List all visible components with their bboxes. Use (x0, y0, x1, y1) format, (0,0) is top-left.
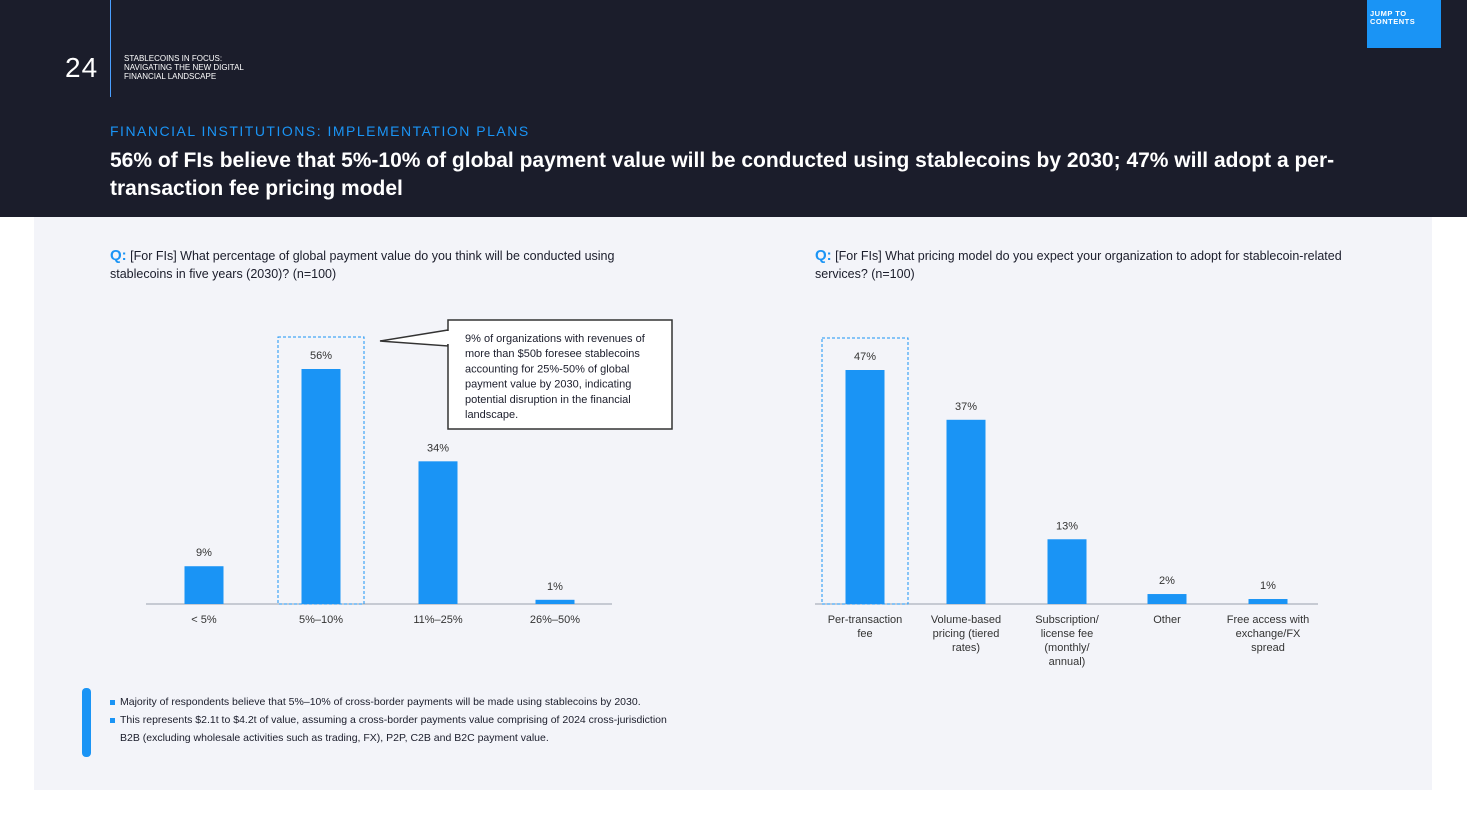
right-chart-bar (845, 370, 885, 604)
right-chart-category-label: Volume-based (931, 614, 1001, 626)
content-panel (34, 217, 1432, 790)
right-chart-value-label: 37% (955, 401, 977, 413)
right-chart-category-label: (monthly/ (1044, 642, 1090, 654)
callout-text-line: more than $50b foresee stablecoins (465, 348, 640, 360)
right-chart-category-label: Subscription/ (1035, 614, 1100, 626)
callout-text-line: accounting for 25%-50% of global (465, 363, 630, 375)
callout-text-line: 9% of organizations with revenues of (465, 333, 646, 345)
header-band: 24 STABLECOINS IN FOCUS: NAVIGATING THE … (0, 0, 1467, 217)
right-question-text: [For FIs] What pricing model do you expe… (815, 249, 1342, 281)
left-chart-value-label: 34% (427, 442, 449, 454)
right-chart-category-label: rates) (952, 642, 980, 654)
right-chart-bar (946, 419, 986, 604)
left-chart-value-label: 1% (547, 581, 563, 593)
right-chart-category-label: pricing (tiered (933, 628, 1000, 640)
right-chart-category-label: fee (857, 628, 872, 640)
jump-button-line: JUMP TO (1370, 9, 1407, 18)
callout-box (447, 319, 673, 430)
callout-text-line: landscape. (465, 409, 518, 421)
left-chart-bar (418, 461, 458, 604)
left-chart-category-label: < 5% (191, 614, 217, 626)
left-chart-value-label: 9% (196, 547, 212, 559)
right-chart-bar (1248, 599, 1288, 604)
notes-accent-bar (82, 688, 91, 757)
right-chart-value-label: 13% (1056, 520, 1078, 532)
right-chart-value-label: 1% (1260, 580, 1276, 592)
right-chart-category-label: exchange/FX (1236, 628, 1301, 640)
left-chart-category-label: 5%–10% (299, 614, 343, 626)
left-chart-bar (535, 599, 575, 604)
question-marker: Q: (110, 247, 127, 264)
document-title: STABLECOINS IN FOCUS: NAVIGATING THE NEW… (124, 54, 264, 81)
callout-joint (446, 331, 450, 344)
left-chart-bar (184, 566, 224, 604)
note-item: This represents $2.1t to $4.2t of value,… (110, 711, 670, 747)
left-chart-category-label: 11%–25% (413, 614, 463, 626)
header-divider (110, 0, 111, 97)
page-headline: 56% of FIs believe that 5%-10% of global… (110, 149, 1335, 200)
right-chart-category-label: annual) (1049, 656, 1086, 668)
document-title-line: NAVIGATING THE NEW DIGITAL (124, 63, 244, 72)
left-chart-category-label: 26%–50% (530, 614, 580, 626)
jump-to-contents-button[interactable]: JUMP TO CONTENTS (1367, 0, 1441, 48)
right-question: Q: [For FIs] What pricing model do you e… (815, 247, 1345, 283)
note-item: Majority of respondents believe that 5%–… (110, 693, 670, 711)
jump-button-line: CONTENTS (1370, 17, 1416, 26)
section-eyebrow: FINANCIAL INSTITUTIONS: IMPLEMENTATION P… (110, 123, 530, 139)
callout-text-line: potential disruption in the financial (465, 394, 631, 406)
left-chart-bar (301, 369, 341, 604)
right-chart-category-label: spread (1251, 642, 1285, 654)
left-chart-value-label: 56% (310, 350, 332, 362)
right-chart-value-label: 2% (1159, 575, 1175, 587)
right-chart-category-label: Other (1153, 614, 1181, 626)
right-chart-value-label: 47% (854, 351, 876, 363)
callout-text-line: payment value by 2030, indicating (465, 379, 631, 391)
left-question-text: [For FIs] What percentage of global paym… (110, 249, 615, 281)
right-chart-bar (1047, 539, 1087, 604)
callout-pointer (379, 329, 449, 347)
page-number: 24 (65, 52, 99, 83)
question-marker: Q: (815, 247, 832, 264)
document-title-line: STABLECOINS IN FOCUS: (124, 54, 223, 63)
right-chart-category-label: Free access with (1227, 614, 1310, 626)
document-title-line: FINANCIAL LANDSCAPE (124, 72, 217, 81)
right-chart-bar (1147, 594, 1187, 604)
right-chart-category-label: license fee (1041, 628, 1094, 640)
left-question: Q: [For FIs] What percentage of global p… (110, 247, 655, 283)
right-chart-category-label: Per-transaction (828, 614, 903, 626)
